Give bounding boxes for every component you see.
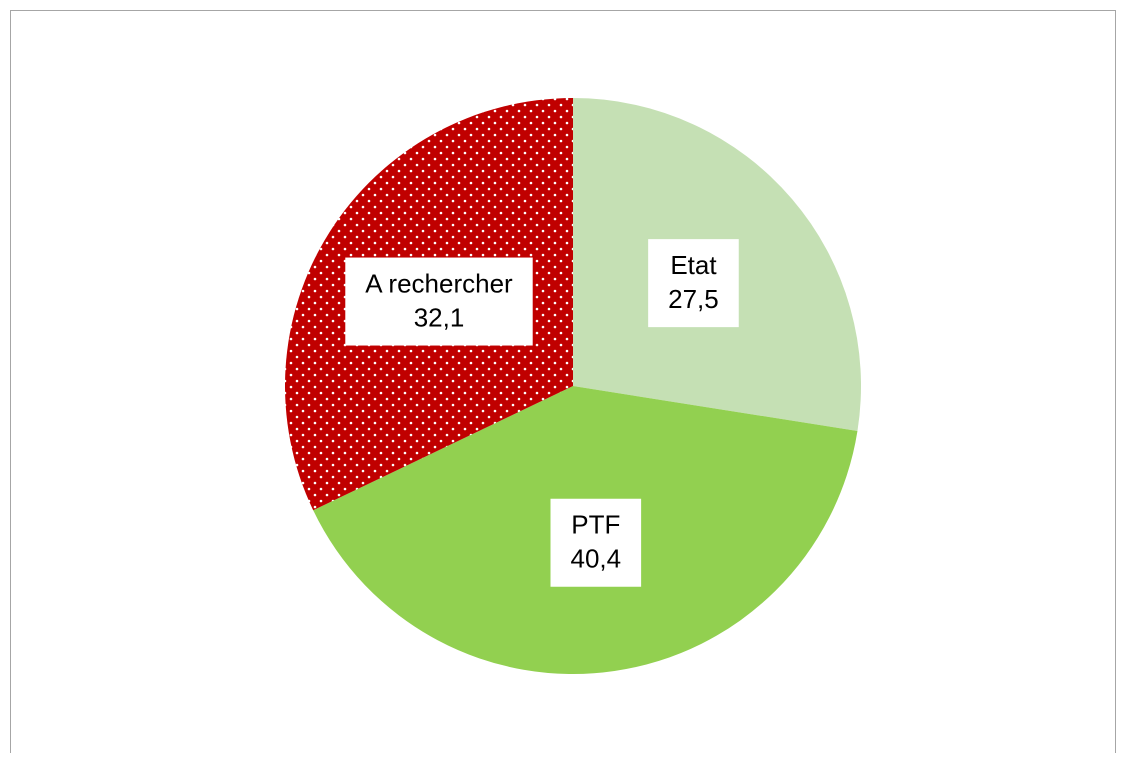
category-label: Etat — [670, 250, 717, 280]
data-label-box — [648, 239, 739, 328]
data-label-box — [550, 498, 642, 587]
data-label: 40,4 — [571, 544, 622, 574]
category-label: PTF — [571, 510, 620, 540]
data-label: 27,5 — [668, 284, 719, 314]
data-label-box — [345, 257, 533, 346]
category-label: A rechercher — [365, 268, 513, 298]
data-label: 32,1 — [414, 302, 465, 332]
